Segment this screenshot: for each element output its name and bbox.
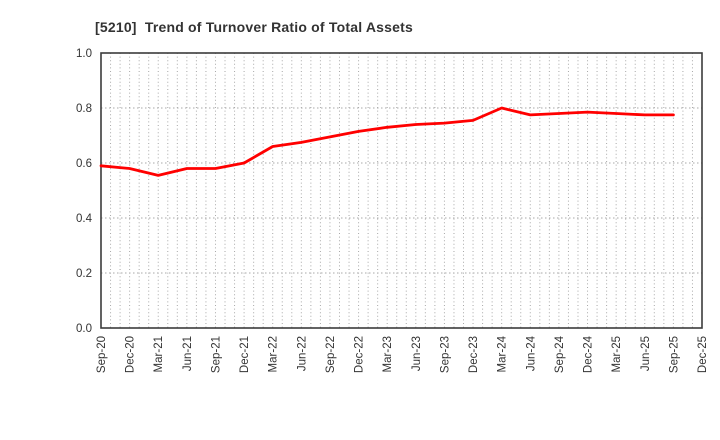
y-tick-label: 0.2 [76,268,92,280]
chart-title: [5210] Trend of Turnover Ratio of Total … [95,19,413,35]
x-tick-label: Jun-21 [182,336,194,371]
x-tick-label: Sep-24 [554,335,566,373]
x-tick-label: Dec-21 [239,336,251,373]
y-tick-label: 0.6 [76,158,92,170]
x-tick-label: Sep-25 [668,336,680,373]
axis-box [100,52,703,329]
x-tick-label: Jun-23 [411,336,423,371]
x-tick-label: Jun-24 [525,335,537,371]
x-tick-label: Jun-25 [640,336,652,371]
y-tick-label: 1.0 [76,48,92,60]
x-tick-label: Sep-23 [439,336,451,373]
x-tick-label: Dec-22 [354,336,366,373]
plot-area [101,53,702,328]
turnover-ratio-line [99,106,675,177]
x-tick-label: Sep-21 [210,336,222,373]
x-tick-label: Sep-20 [96,336,108,373]
y-tick-label: 0.8 [76,103,92,115]
x-tick-label: Dec-23 [468,336,480,373]
x-tick-label: Mar-21 [153,336,165,372]
y-tick-label: 0.4 [76,213,93,225]
x-tick-label: Dec-25 [697,336,709,373]
x-tick-label: Mar-23 [382,336,394,372]
x-tick-label: Mar-25 [611,336,623,372]
x-tick-label: Sep-22 [325,336,337,373]
x-tick-label: Dec-24 [583,335,595,373]
x-tick-label: Jun-22 [296,336,308,371]
x-tick-label: Mar-22 [268,336,280,372]
x-tick-label: Dec-20 [125,336,137,373]
y-tick-label: 0.0 [76,323,92,335]
x-tick-label: Mar-24 [497,335,509,372]
